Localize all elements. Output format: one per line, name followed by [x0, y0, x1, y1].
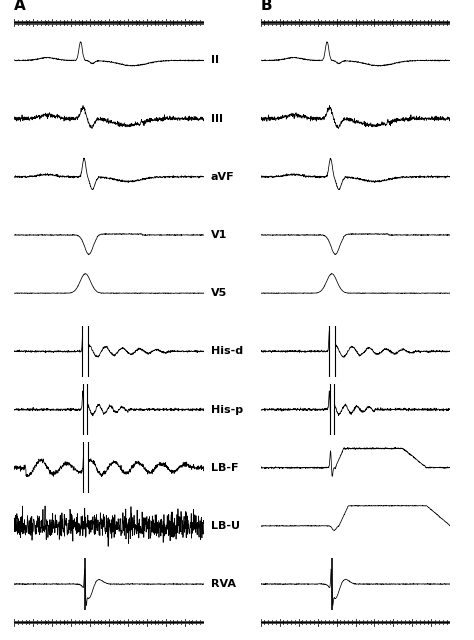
Text: His-d: His-d [211, 346, 243, 356]
Bar [83, 381, 87, 437]
Text: LB-F: LB-F [211, 463, 238, 473]
Text: II: II [211, 56, 219, 65]
Text: LB-U: LB-U [211, 521, 240, 531]
Bar [82, 305, 88, 398]
Text: V1: V1 [211, 230, 228, 240]
Text: A: A [14, 0, 26, 13]
Text: III: III [211, 114, 223, 124]
Bar [330, 381, 334, 437]
Text: RVA: RVA [211, 579, 236, 589]
Text: His-p: His-p [211, 404, 243, 415]
Bar [83, 433, 88, 502]
Text: aVF: aVF [211, 172, 235, 182]
Text: V5: V5 [211, 288, 227, 298]
Bar [328, 305, 335, 398]
Text: B: B [261, 0, 273, 13]
